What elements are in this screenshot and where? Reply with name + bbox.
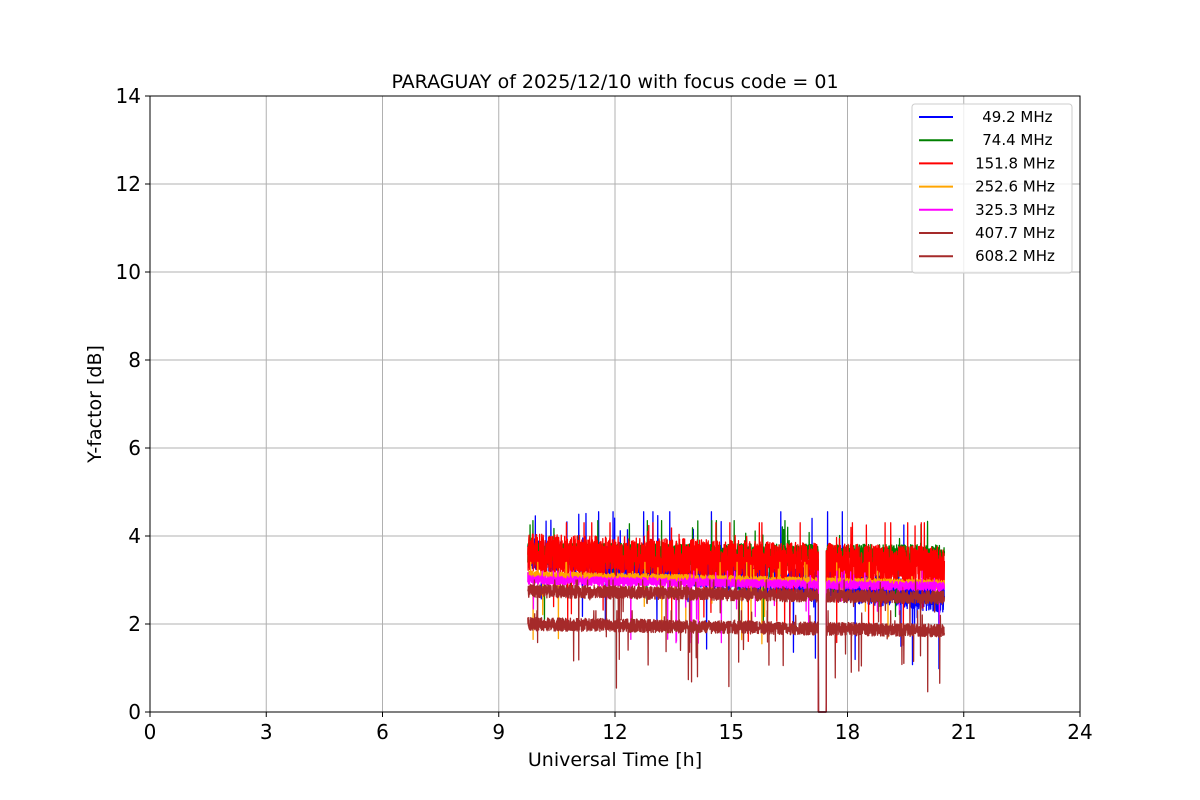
legend-label: 74.4 MHz [977, 131, 1052, 149]
x-tick-label: 24 [1067, 720, 1092, 744]
legend-label: 407.7 MHz [975, 224, 1055, 242]
x-tick-label: 3 [260, 720, 273, 744]
series-line [527, 522, 946, 713]
legend-label: 151.8 MHz [975, 154, 1055, 172]
y-tick-label: 14 [116, 84, 141, 108]
x-tick-label: 9 [492, 720, 505, 744]
x-tick-label: 18 [835, 720, 860, 744]
y-tick-label: 8 [128, 348, 141, 372]
series-line [527, 579, 946, 713]
x-tick-label: 15 [719, 720, 744, 744]
legend-label: 325.3 MHz [975, 201, 1055, 219]
y-tick-label: 0 [128, 700, 141, 724]
series-group [527, 511, 946, 713]
series-line [527, 610, 946, 713]
x-tick-label: 6 [376, 720, 389, 744]
y-axis-label: Y-factor [dB] [84, 345, 106, 464]
x-tick-label: 21 [951, 720, 976, 744]
legend-label: 49.2 MHz [977, 108, 1052, 126]
x-tick-label: 12 [602, 720, 627, 744]
legend: 49.2 MHz 74.4 MHz 151.8 MHz 252.6 MHz 325.3… [911, 103, 1073, 274]
x-tick-label: 0 [144, 720, 157, 744]
y-tick-label: 12 [116, 172, 141, 196]
y-tick-label: 4 [128, 524, 141, 548]
legend-box [911, 103, 1073, 274]
y-tick-label: 6 [128, 436, 141, 460]
y-tick-label: 10 [116, 260, 141, 284]
legend-label: 252.6 MHz [975, 178, 1055, 196]
y-tick-label: 2 [128, 612, 141, 636]
x-axis-label: Universal Time [h] [528, 749, 702, 771]
legend-label: 608.2 MHz [975, 247, 1055, 265]
chart-title: PARAGUAY of 2025/12/10 with focus code =… [391, 71, 838, 93]
